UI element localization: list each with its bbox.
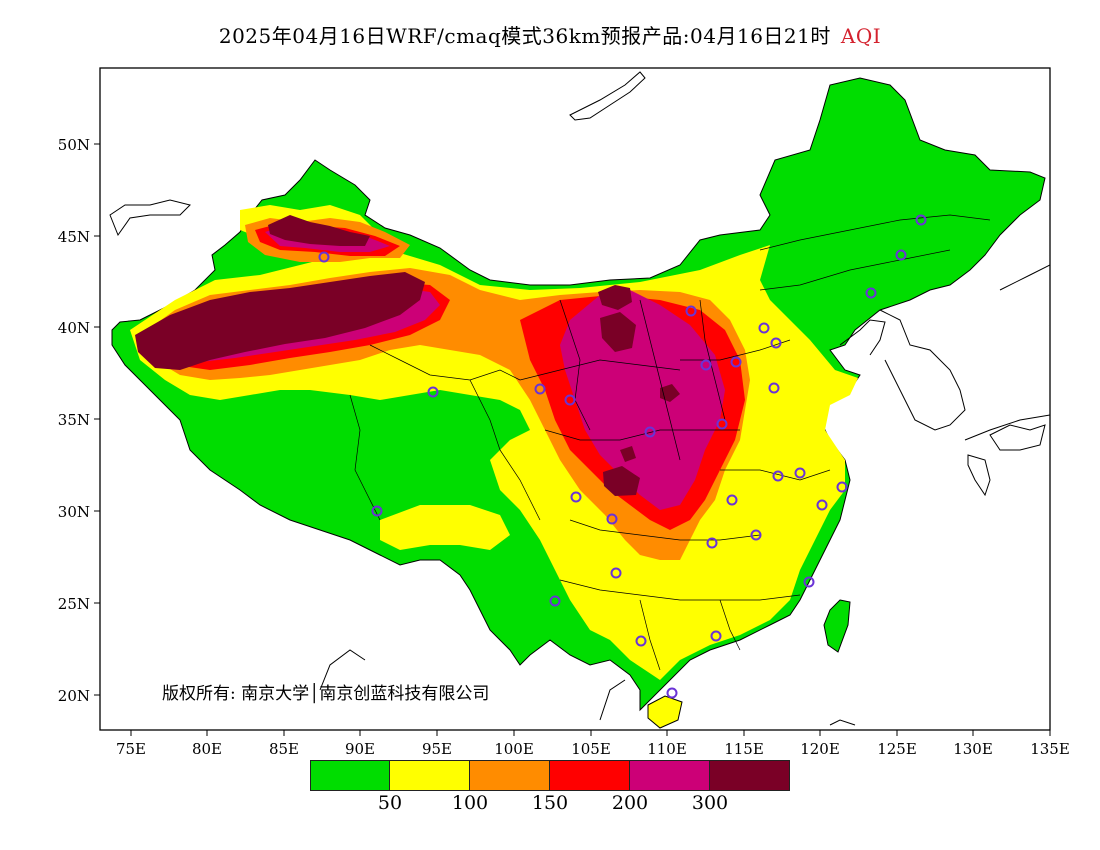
lat-label-30n: 30N <box>58 503 90 521</box>
legend-swatch-moderate <box>390 760 470 791</box>
lon-label-75e: 75E <box>116 740 146 758</box>
title-highlight: AQI <box>840 24 882 48</box>
legend-label-100: 100 <box>451 792 489 814</box>
lon-label-80e: 80E <box>192 740 222 758</box>
aqi-zone-very-unhealthy-central <box>560 290 725 510</box>
aqi-zone-hazardous-nw <box>268 215 370 246</box>
legend-swatch-very-unhealthy <box>630 760 710 791</box>
lat-label-20n: 20N <box>58 687 90 705</box>
copyright-note: 版权所有: 南京大学│南京创蓝科技有限公司 <box>162 684 490 704</box>
aqi-zone-hazardous-spot5 <box>620 446 636 462</box>
province-boundaries <box>349 214 991 671</box>
legend-swatch-unhealthy <box>550 760 630 791</box>
legend-swatch-good <box>310 760 390 791</box>
legend-label-200: 200 <box>611 792 649 814</box>
latitude-axis <box>94 143 100 696</box>
lat-label-35n: 35N <box>58 411 90 429</box>
lon-label-135e: 135E <box>1030 740 1070 758</box>
lon-label-95e: 95E <box>422 740 452 758</box>
legend-swatch-usg <box>470 760 550 791</box>
map-frame <box>99 67 1051 731</box>
legend-label-300: 300 <box>691 792 729 814</box>
aqi-zone-hazardous-spot1 <box>598 285 632 310</box>
lon-label-105e: 105E <box>571 740 611 758</box>
legend-swatch-hazardous <box>710 760 790 791</box>
longitude-axis <box>130 730 1051 736</box>
aqi-zone-moderate-sw <box>380 505 510 550</box>
lon-label-85e: 85E <box>269 740 299 758</box>
legend-label-150: 150 <box>531 792 569 814</box>
legend-label-50: 50 <box>377 792 403 814</box>
aqi-zone-hazardous <box>135 272 425 370</box>
lon-label-120e: 120E <box>800 740 840 758</box>
lon-label-90e: 90E <box>345 740 375 758</box>
station-markers <box>318 214 927 699</box>
lon-label-115e: 115E <box>724 740 764 758</box>
neighbour-outlines <box>109 71 1050 726</box>
lon-label-100e: 100E <box>494 740 534 758</box>
taiwan <box>823 599 851 653</box>
hainan <box>647 695 683 729</box>
lat-label-25n: 25N <box>58 595 90 613</box>
map-title: 2025年04月16日WRF/cmaq模式36km预报产品:04月16日21时 A… <box>0 20 1100 49</box>
aqi-zone-hazardous-spot2 <box>600 312 636 352</box>
lat-label-50n: 50N <box>58 136 90 154</box>
aqi-zone-hazardous-spot4 <box>660 384 680 402</box>
lat-label-40n: 40N <box>58 319 90 337</box>
title-text: 2025年04月16日WRF/cmaq模式36km预报产品:04月16日21时 <box>218 24 831 48</box>
lon-label-110e: 110E <box>647 740 687 758</box>
lat-label-45n: 45N <box>58 228 90 246</box>
lon-label-130e: 130E <box>953 740 993 758</box>
aqi-zone-hazardous-spot3 <box>603 466 640 496</box>
lon-label-125e: 125E <box>877 740 917 758</box>
